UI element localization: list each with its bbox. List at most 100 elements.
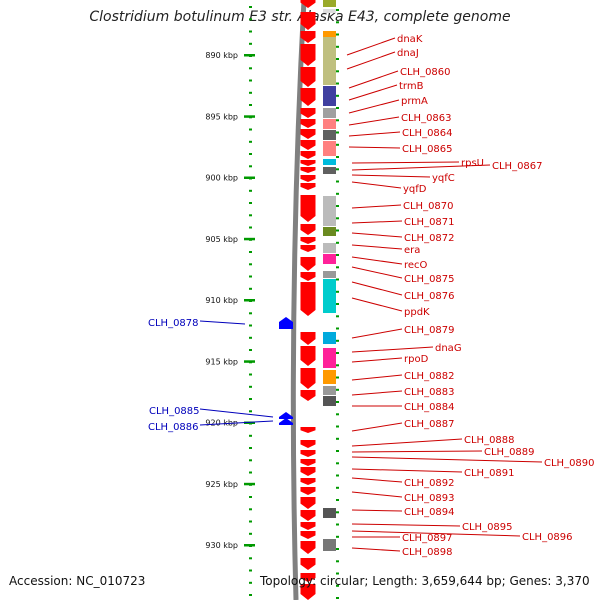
forward-gene-label: CLH_0865: [402, 144, 453, 155]
ruler-dot: [336, 511, 339, 514]
reverse-label-leader: [199, 408, 274, 418]
forward-label-leader: [351, 547, 401, 552]
forward-gene-label: CLH_0892: [404, 478, 455, 489]
forward-gene-label: CLH_0867: [492, 161, 543, 172]
forward-label-leader: [351, 181, 402, 189]
cog-color-block: [323, 332, 336, 344]
forward-gene-arrow: [300, 467, 316, 476]
forward-gene-arrow: [300, 31, 316, 43]
ruler-dot: [336, 119, 339, 122]
forward-label-leader: [351, 374, 403, 381]
forward-gene-arrow: [300, 224, 316, 235]
forward-gene-arrow: [300, 44, 316, 66]
forward-gene-arrow: [300, 12, 316, 30]
forward-label-leader: [351, 530, 521, 537]
ruler-dot: [336, 229, 339, 232]
ruler-dot: [336, 364, 339, 367]
forward-label-leader: [351, 523, 461, 527]
forward-gene-label: CLH_0895: [462, 522, 513, 533]
ruler-dot: [249, 18, 252, 21]
forward-gene-arrow: [300, 175, 316, 182]
ruler-dot: [336, 584, 339, 587]
ruler-dot: [336, 156, 339, 158]
ruler-tick-label: 900 kbp: [205, 174, 238, 183]
forward-gene-arrow: [300, 332, 316, 345]
cog-color-block: [323, 386, 336, 395]
ruler: 890 kbp 895 kbp 900 kbp 905 kbp 910 kbp 915 k…: [205, 6, 339, 599]
ruler-dot: [336, 560, 339, 563]
ruler-dot: [336, 523, 339, 526]
forward-gene-arrow: [300, 440, 316, 448]
ruler-dot: [249, 263, 252, 266]
forward-gene-arrow: [300, 541, 316, 554]
ruler-dot: [249, 594, 252, 596]
ruler-dot: [336, 168, 339, 171]
reverse-gene-label: CLH_0885: [149, 406, 200, 417]
ruler-dot: [336, 143, 339, 146]
cog-color-block: [323, 9, 336, 13]
reverse-gene-label: CLH_0886: [148, 422, 199, 433]
forward-gene-label: CLH_0860: [400, 67, 451, 78]
ruler-dot: [336, 499, 339, 501]
ruler-dot: [249, 287, 252, 290]
ruler-major-tick: [244, 544, 255, 547]
ruler-dot: [336, 266, 339, 269]
ruler-dot: [336, 597, 339, 599]
ruler-dot: [336, 192, 339, 195]
forward-label-leader: [351, 328, 403, 339]
cog-color-block: [323, 130, 336, 140]
ruler-dot: [336, 131, 339, 134]
ruler-dot: [249, 104, 252, 106]
cog-color-block: [323, 508, 336, 518]
ruler-dot: [336, 180, 339, 183]
ruler-dot: [249, 496, 252, 498]
ruler-dot: [336, 388, 339, 391]
ruler-major-tick: [244, 54, 255, 57]
ruler-dot: [249, 67, 252, 70]
forward-label-leader: [351, 477, 403, 483]
forward-label-leader: [346, 37, 396, 56]
backbone: [290, 0, 307, 600]
cog-color-block: [323, 348, 336, 368]
forward-gene-label: dnaK: [397, 34, 423, 45]
forward-gene-arrow: [300, 272, 316, 281]
ruler-major-tick: [244, 482, 255, 486]
ruler-tick-label: 905 kbp: [205, 235, 238, 244]
forward-gene-arrow: [300, 167, 316, 173]
ruler-dot: [336, 450, 339, 452]
accession: Accession: NC_010723: [9, 574, 146, 588]
ruler-dot: [249, 79, 252, 82]
forward-gene-label: CLH_0879: [404, 325, 455, 336]
ruler-tick-label: 925 kbp: [205, 480, 238, 489]
forward-gene-arrow: [300, 459, 316, 466]
ruler-dot: [249, 385, 252, 388]
forward-gene-label: CLH_0863: [401, 113, 452, 124]
forward-label-leader: [348, 70, 399, 89]
ruler-dot: [336, 486, 339, 489]
ruler-dot: [336, 303, 339, 305]
ruler-dot: [336, 548, 339, 550]
forward-gene-labels: dnaK dnaJ CLH_0860 trmB prmA CLH_0863 CLH_0864…: [346, 34, 595, 558]
ruler-dot: [336, 33, 339, 36]
forward-gene-label: CLH_0871: [404, 217, 455, 228]
forward-gene-arrow: [300, 510, 316, 521]
forward-label-leader: [348, 84, 398, 101]
forward-gene-arrow: [300, 522, 316, 530]
forward-gene-label: CLH_0897: [402, 533, 453, 544]
ruler-major-tick: [244, 115, 255, 118]
forward-gene-label: yqfD: [403, 184, 427, 195]
forward-gene-label: dnaG: [435, 343, 462, 354]
ruler-dot: [336, 290, 339, 293]
ruler-dot: [249, 91, 252, 94]
cog-color-block: [323, 167, 336, 174]
forward-gene-arrow: [300, 390, 316, 401]
forward-label-leader: [351, 390, 403, 396]
ruler-dot: [336, 339, 339, 342]
forward-label-leader: [351, 297, 403, 312]
forward-gene-label: CLH_0887: [404, 419, 455, 430]
forward-label-leader: [351, 346, 434, 353]
forward-gene-arrow: [300, 195, 316, 222]
forward-label-leader: [351, 456, 543, 463]
forward-label-leader: [351, 220, 403, 224]
forward-gene-label: prmA: [401, 96, 428, 107]
